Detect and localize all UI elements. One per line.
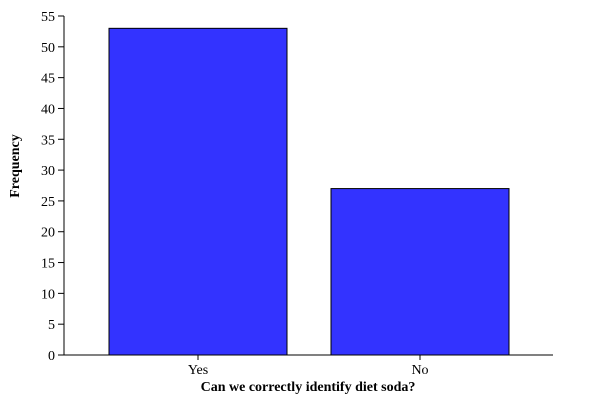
x-axis-title: Can we correctly identify diet soda? <box>201 380 416 395</box>
y-tick-label: 25 <box>41 195 55 210</box>
bar-yes <box>108 27 288 356</box>
y-tick-label: 30 <box>41 164 55 179</box>
y-tick-label: 5 <box>48 318 55 333</box>
y-tick-label: 45 <box>41 72 55 87</box>
bar-no <box>330 188 510 356</box>
y-tick-label: 35 <box>41 133 55 148</box>
y-tick-label: 0 <box>48 349 55 364</box>
y-tick-label: 15 <box>41 257 55 272</box>
y-tick-label: 50 <box>41 41 55 56</box>
x-tick-label-yes: Yes <box>188 363 208 378</box>
y-tick-label: 40 <box>41 102 55 117</box>
y-tick-label: 55 <box>41 10 55 25</box>
y-axis: 0 5 10 15 20 25 30 35 40 45 50 55 <box>41 10 65 364</box>
x-axis: Yes No <box>64 354 553 378</box>
y-tick-label: 20 <box>41 226 55 241</box>
x-tick-label-no: No <box>411 363 428 378</box>
y-tick-label: 10 <box>41 287 55 302</box>
y-axis-title: Frequency <box>8 134 23 198</box>
plot-area <box>108 27 510 356</box>
